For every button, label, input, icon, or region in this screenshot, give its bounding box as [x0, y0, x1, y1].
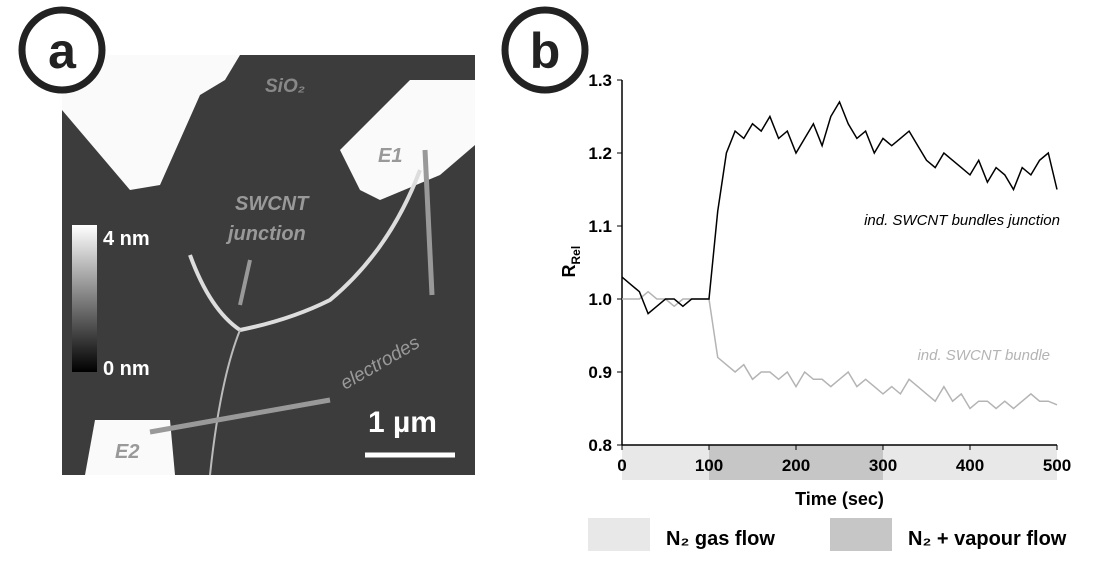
label: junction — [225, 223, 306, 245]
scale-label: 1 µm — [368, 406, 437, 439]
colorbar-label: 4 nm — [103, 228, 150, 250]
legend-swatch — [830, 518, 892, 551]
x-tick-label: 100 — [695, 456, 723, 475]
label: SiO₂ — [265, 76, 305, 97]
x-tick-label: 400 — [956, 456, 984, 475]
panel-badge — [501, 6, 589, 94]
x-tick-label: 0 — [617, 456, 626, 475]
x-axis-title: Time (sec) — [795, 489, 884, 509]
y-tick-label: 1.1 — [588, 217, 612, 236]
colorbar — [72, 225, 97, 372]
series-line — [621, 100, 1058, 315]
series-label: ind. SWCNT bundles junction — [864, 212, 1060, 229]
legend-swatch — [588, 518, 650, 551]
nanotube — [188, 169, 422, 333]
panel-label: a — [48, 23, 77, 79]
arrow — [422, 149, 435, 296]
x-tick-label: 500 — [1043, 456, 1071, 475]
phase-band — [709, 445, 883, 480]
label: E2 — [115, 441, 139, 463]
y-tick-label: 0.8 — [588, 436, 612, 455]
y-tick-label: 1.0 — [588, 290, 612, 309]
x-tick-label: 300 — [869, 456, 897, 475]
arrow — [149, 397, 331, 435]
nanotube — [209, 329, 241, 476]
legend-label: N₂ + vapour flow — [908, 528, 1067, 550]
series-label: ind. SWCNT bundle — [917, 347, 1050, 364]
y-axis-title-main: R — [559, 265, 579, 278]
phase-band — [622, 445, 709, 480]
label: SWCNT — [235, 193, 310, 215]
arrow — [238, 259, 252, 306]
phase-band — [883, 445, 1057, 480]
panel-badge — [18, 6, 106, 94]
x-tick-label: 200 — [782, 456, 810, 475]
electrode — [62, 55, 240, 190]
legend-label: N₂ gas flow — [666, 528, 775, 550]
y-tick-label: 0.9 — [588, 363, 612, 382]
y-tick-label: 1.3 — [588, 71, 612, 90]
colorbar-label: 0 nm — [103, 358, 150, 380]
y-axis-title: RRel — [559, 246, 583, 278]
electrode — [340, 80, 475, 200]
y-tick-label: 1.2 — [588, 144, 612, 163]
panel-label: b — [530, 23, 561, 79]
label: E1 — [378, 145, 402, 167]
y-axis-title-sub: Rel — [569, 246, 583, 265]
